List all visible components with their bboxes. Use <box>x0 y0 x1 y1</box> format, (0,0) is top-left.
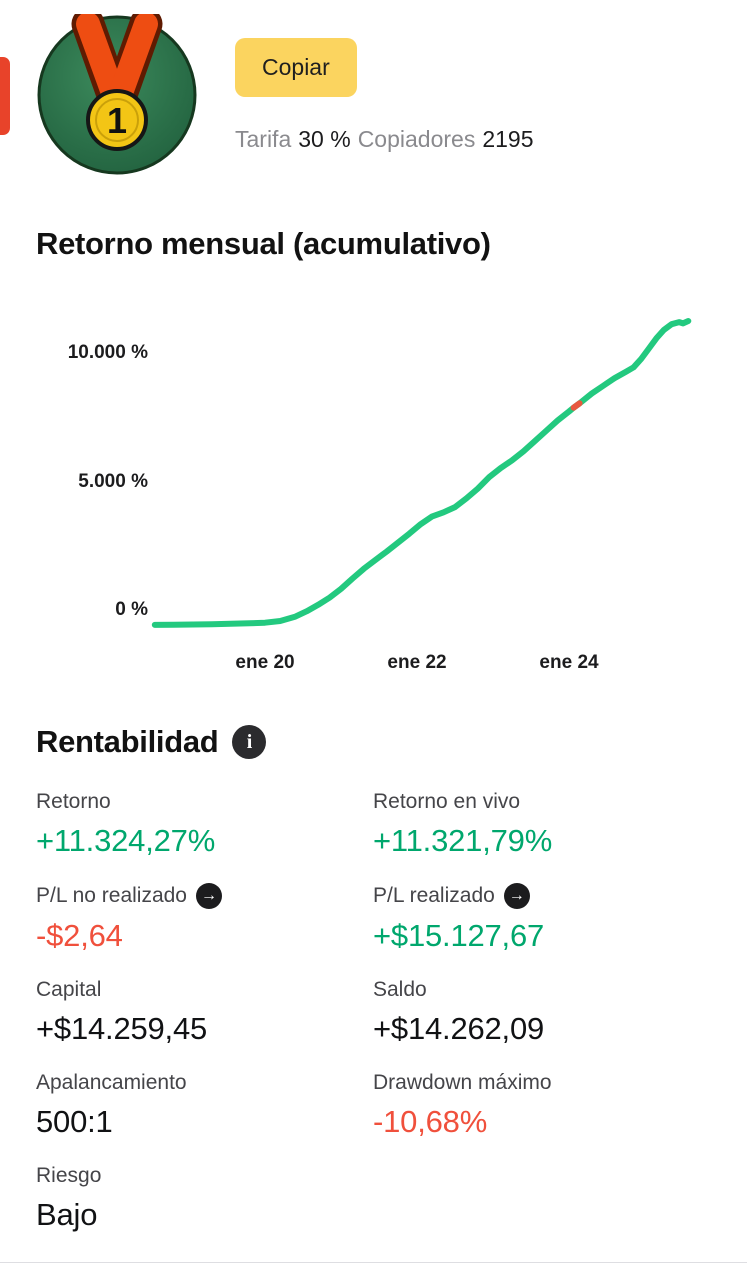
x-axis-tick-label: ene 22 <box>387 652 447 673</box>
stat-label: Capital <box>36 978 373 1002</box>
stat-value: +11.321,79% <box>373 823 553 858</box>
stat-value: -10,68% <box>373 1104 488 1139</box>
profitability-title-text: Rentabilidad <box>36 724 219 759</box>
stat-label: P/L no realizado → <box>36 883 373 909</box>
stat-apalancamiento: Apalancamiento 500:1 <box>36 1071 373 1140</box>
arrow-right-icon[interactable]: → <box>503 883 530 909</box>
adjacent-card-peek[interactable] <box>0 57 10 135</box>
stat-label-text: Riesgo <box>36 1164 102 1187</box>
stat-label: Saldo <box>373 978 711 1002</box>
stat-label: Drawdown máximo <box>373 1071 711 1095</box>
copiers-label: Copiadores <box>357 126 476 152</box>
stat-value: -$2,64 <box>36 918 123 953</box>
fee-label: Tarifa <box>235 126 292 152</box>
x-axis-tick-label: ene 24 <box>539 652 599 673</box>
stat-capital: Capital +$14.259,45 <box>36 978 373 1047</box>
return-line-highlight-segment <box>570 400 583 411</box>
fee-copiers-line: Tarifa 30 % Copiadores 2195 <box>235 126 541 153</box>
return-line-series <box>151 318 692 628</box>
stat-pl-no-realizado: P/L no realizado → -$2,64 <box>36 883 373 954</box>
stat-label: Retorno <box>36 790 373 814</box>
stat-label: Retorno en vivo <box>373 790 711 814</box>
bottom-divider <box>0 1262 747 1263</box>
stat-value: 500:1 <box>36 1104 113 1139</box>
chart-canvas[interactable] <box>0 300 747 700</box>
stat-label-text: Retorno <box>36 790 111 813</box>
copiers-value: 2195 <box>482 126 534 152</box>
stat-label-text: Apalancamiento <box>36 1071 187 1094</box>
stat-value: +$14.262,09 <box>373 1011 545 1046</box>
stat-label-text: P/L realizado <box>373 884 495 907</box>
stat-label: Riesgo <box>36 1164 373 1188</box>
stat-value: +$15.127,67 <box>373 918 545 953</box>
stat-label-text: Capital <box>36 978 102 1001</box>
svg-text:1: 1 <box>107 100 127 141</box>
stat-label: Apalancamiento <box>36 1071 373 1095</box>
stat-retorno: Retorno +11.324,27% <box>36 790 373 859</box>
stat-label-text: Drawdown máximo <box>373 1071 552 1094</box>
profitability-section-title: Rentabilidad i <box>36 724 267 760</box>
y-axis-tick-label: 5.000 % <box>78 470 148 492</box>
stat-label-text: Retorno en vivo <box>373 790 521 813</box>
stat-retorno-en-vivo: Retorno en vivo +11.321,79% <box>373 790 711 859</box>
chart-section-title: Retorno mensual (acumulativo) <box>36 226 491 261</box>
x-axis-tick-label: ene 20 <box>235 652 295 673</box>
stat-pl-realizado: P/L realizado → +$15.127,67 <box>373 883 711 954</box>
stat-value: +11.324,27% <box>36 823 216 858</box>
fee-value: 30 % <box>298 126 351 152</box>
gold-medal-icon: 1 <box>37 7 197 175</box>
profitability-stats-grid: Retorno +11.324,27% Retorno en vivo +11.… <box>36 790 711 1233</box>
copy-button[interactable]: Copiar <box>235 38 357 97</box>
return-chart[interactable]: 0 % 5.000 % 10.000 % ene 20 ene 22 ene 24 <box>0 300 747 700</box>
info-icon[interactable]: i <box>232 725 267 759</box>
stat-value: Bajo <box>36 1197 98 1232</box>
stat-saldo: Saldo +$14.262,09 <box>373 978 711 1047</box>
stat-drawdown-maximo: Drawdown máximo -10,68% <box>373 1071 711 1140</box>
y-axis-tick-label: 0 % <box>115 599 148 620</box>
stat-riesgo: Riesgo Bajo <box>36 1164 373 1233</box>
stat-label: P/L realizado → <box>373 883 711 909</box>
arrow-right-icon[interactable]: → <box>196 883 222 909</box>
y-axis-tick-label: 10.000 % <box>67 342 148 363</box>
stat-label-text: Saldo <box>373 978 427 1001</box>
trader-avatar[interactable]: 1 <box>36 7 198 176</box>
stat-value: +$14.259,45 <box>36 1011 208 1046</box>
stat-label-text: P/L no realizado <box>36 884 187 907</box>
